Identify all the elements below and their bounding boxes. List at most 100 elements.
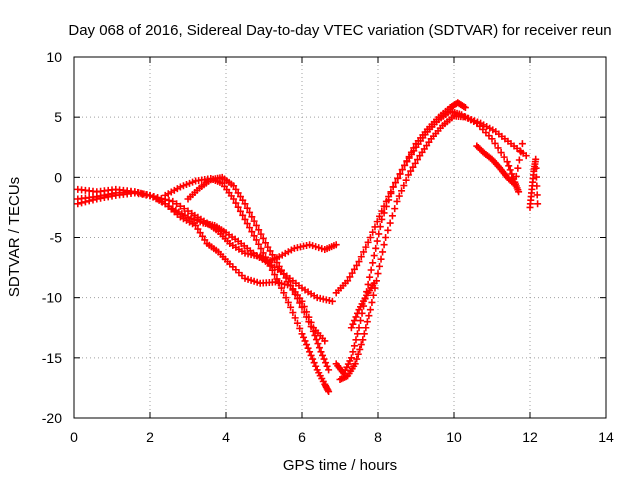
- data-point: [376, 212, 384, 220]
- data-point: [373, 237, 381, 245]
- data-point: [532, 155, 540, 163]
- data-point: [271, 255, 279, 263]
- data-point: [488, 135, 496, 143]
- data-point: [287, 282, 295, 290]
- data-point: [533, 191, 541, 199]
- data-point: [378, 207, 386, 215]
- data-point: [360, 248, 368, 256]
- data-point: [522, 152, 530, 160]
- data-point: [369, 291, 377, 299]
- data-point: [348, 269, 356, 277]
- data-point: [300, 333, 308, 341]
- data-point: [396, 170, 404, 178]
- data-point: [365, 312, 373, 320]
- data-point: [344, 277, 352, 285]
- data-point: [194, 225, 202, 233]
- data-point: [403, 157, 411, 165]
- data-point: [350, 317, 358, 325]
- y-tick-label: -20: [42, 410, 62, 426]
- data-point: [410, 144, 418, 152]
- data-point: [503, 158, 511, 166]
- data-point: [509, 179, 517, 187]
- data-point: [311, 331, 319, 339]
- data-point: [402, 176, 410, 184]
- data-point: [284, 298, 292, 306]
- data-point: [173, 200, 181, 208]
- data-point: [394, 174, 402, 182]
- data-point: [366, 234, 374, 241]
- data-point: [321, 337, 329, 345]
- chart-title: Day 068 of 2016, Sidereal Day-to-day VTE…: [68, 22, 611, 39]
- data-point: [500, 153, 508, 161]
- data-point: [239, 196, 247, 204]
- data-point: [407, 167, 415, 175]
- data-point: [367, 266, 375, 274]
- data-point: [293, 319, 301, 327]
- data-point: [196, 229, 204, 237]
- data-point: [346, 273, 354, 281]
- y-axis-label: SDTVAR / TECUs: [6, 177, 23, 297]
- x-tick-label: 6: [298, 429, 306, 445]
- data-point: [259, 249, 267, 257]
- y-tick-label: 0: [54, 169, 62, 185]
- data-point: [315, 344, 323, 352]
- x-tick-label: 12: [522, 429, 538, 445]
- data-point: [277, 266, 285, 274]
- data-point: [379, 248, 387, 256]
- data-point: [264, 243, 272, 251]
- data-point: [284, 278, 292, 286]
- data-point: [252, 236, 260, 244]
- data-point: [322, 359, 330, 367]
- data-point: [319, 351, 327, 359]
- data-point: [357, 341, 365, 349]
- data-point: [368, 298, 376, 306]
- data-point: [362, 243, 370, 251]
- data-point: [248, 213, 256, 221]
- data-point: [355, 258, 363, 266]
- data-point: [298, 303, 306, 311]
- x-tick-label: 8: [374, 429, 382, 445]
- data-point: [508, 170, 516, 178]
- data-point: [359, 336, 367, 344]
- data-point: [369, 259, 377, 267]
- data-point: [257, 245, 265, 253]
- data-point: [400, 182, 408, 190]
- data-point: [350, 342, 358, 350]
- data-point: [347, 324, 355, 332]
- data-point: [303, 341, 311, 349]
- data-point: [355, 324, 363, 332]
- data-point: [356, 345, 364, 353]
- data-point: [309, 327, 317, 335]
- data-point: [280, 289, 288, 297]
- data-point: [506, 166, 514, 174]
- data-point: [377, 255, 385, 263]
- series-arc-8: [347, 279, 378, 332]
- data-point: [353, 261, 361, 269]
- data-point: [268, 251, 276, 259]
- data-point: [230, 195, 238, 203]
- data-point: [514, 164, 522, 172]
- data-point: [347, 354, 355, 362]
- data-point: [398, 187, 406, 195]
- data-point: [257, 230, 265, 238]
- data-point: [404, 171, 412, 179]
- data-point: [401, 161, 409, 169]
- data-point: [374, 270, 382, 278]
- data-point: [201, 236, 209, 244]
- data-point: [300, 308, 308, 316]
- data-point: [409, 163, 417, 171]
- data-point: [491, 139, 499, 147]
- series-arc-11: [526, 155, 542, 211]
- data-point: [296, 299, 304, 307]
- data-point: [230, 182, 238, 190]
- data-point: [255, 240, 263, 248]
- data-point: [351, 360, 359, 368]
- data-point: [250, 217, 258, 225]
- series-arc-9: [332, 99, 469, 297]
- data-point: [264, 258, 272, 266]
- data-point: [366, 306, 374, 314]
- series-arc-5: [184, 173, 333, 374]
- series-arc-10: [473, 140, 526, 189]
- data-point: [236, 193, 244, 201]
- data-point: [287, 303, 295, 311]
